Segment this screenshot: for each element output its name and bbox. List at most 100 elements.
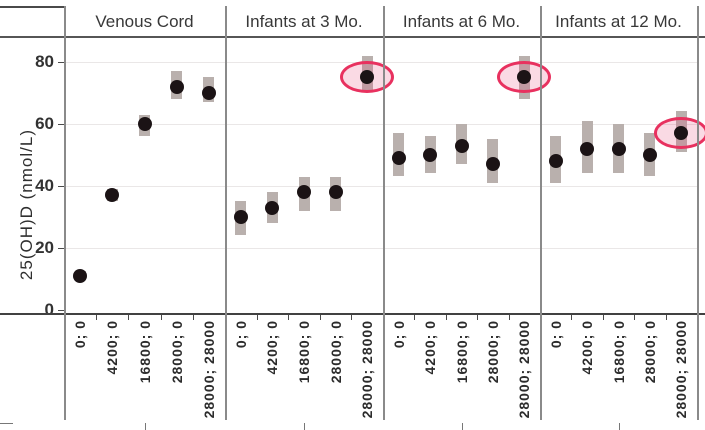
x-category-label: 16800; 0 [135,320,155,430]
x-tick [192,314,194,320]
x-category-label-text: 0; 0 [547,320,564,349]
data-point [611,141,626,156]
y-axis-title-wrap: 25(OH)D (nmol/L) [14,37,40,373]
x-tick [351,314,353,320]
panel-header: Venous Cord [95,12,194,31]
data-point [201,85,216,100]
x-tick [319,314,321,320]
bottom-tick [461,423,463,430]
data-point [674,126,689,141]
x-category-label: 16800; 0 [452,320,472,430]
x-tick [634,314,636,320]
x-category-label-text: 28000; 0 [484,320,501,384]
x-category-label-text: 4200; 0 [579,320,596,375]
x-category-label-text: 28000; 28000 [516,320,533,419]
x-category-label: 28000; 28000 [671,320,691,430]
x-category-label-text: 28000; 0 [327,320,344,384]
y-tick [58,309,64,312]
x-category-label: 28000; 28000 [199,320,219,430]
x-category-label: 16800; 0 [294,320,314,430]
x-category-label-text: 16800; 0 [453,320,470,384]
x-tick [256,314,258,320]
data-point [73,268,88,283]
x-category-label: 0; 0 [546,320,566,430]
data-point [265,200,280,215]
y-tick-label: 60 [35,113,54,133]
x-category-label: 0; 0 [231,320,251,430]
x-category-label-text: 4200; 0 [264,320,281,375]
data-point [169,79,184,94]
x-category-label-text: 4200; 0 [104,320,121,375]
data-point [454,138,469,153]
data-point [105,188,120,203]
panel-separator [225,6,227,420]
y-tick-label: 20 [35,237,54,257]
x-tick [160,314,162,320]
data-point [548,154,563,168]
x-category-label-text: 4200; 0 [422,320,439,375]
x-category-label: 28000; 0 [640,320,660,430]
x-tick [602,314,604,320]
x-tick [445,314,447,320]
x-tick [477,314,479,320]
x-tick [128,314,130,320]
data-point [517,70,532,85]
data-point [423,147,438,162]
x-tick [508,314,510,320]
panel-separator [697,6,699,420]
x-category-label-text: 28000; 28000 [673,320,690,419]
x-tick [288,314,290,320]
data-point [297,185,311,200]
data-point [233,209,248,224]
bottom-left-rule [0,423,13,424]
panel-header: Infants at 3 Mo. [245,12,363,31]
y-tick-label: 0 [44,299,54,319]
panel-separator [540,6,542,420]
x-category-label-text: 28000; 28000 [359,320,376,419]
gridline [64,185,697,187]
x-category-label: 0; 0 [389,320,409,430]
y-tick [58,185,64,188]
panel-separator [64,6,66,420]
x-category-label: 4200; 0 [262,320,282,430]
bottom-tick [618,423,620,430]
x-category-label-text: 16800; 0 [296,320,312,384]
data-point [360,70,375,85]
x-axis-line [0,313,705,315]
x-tick [665,314,667,320]
x-category-label: 16800; 0 [609,320,629,430]
x-category-label-text: 28000; 0 [168,320,185,384]
x-category-label: 4200; 0 [102,320,122,430]
x-category-label: 4200; 0 [420,320,440,430]
x-category-label: 28000; 0 [326,320,346,430]
data-point [137,116,152,131]
x-category-label: 28000; 0 [167,320,187,430]
x-category-label-text: 0; 0 [72,320,89,349]
x-category-label: 4200; 0 [577,320,597,430]
x-category-label-text: 0; 0 [232,320,249,349]
x-category-label: 28000; 28000 [514,320,534,430]
y-tick [58,61,64,64]
x-category-label-text: 28000; 28000 [200,320,217,419]
data-point [328,185,343,200]
panel-header: Infants at 12 Mo. [555,12,682,31]
plot-top-border [0,36,705,38]
data-point [485,157,500,172]
x-category-label: 0; 0 [70,320,90,430]
x-tick [96,314,98,320]
x-category-label-text: 28000; 0 [641,320,658,384]
header-top-rule [0,6,64,8]
data-point [580,141,595,156]
y-tick [58,123,64,126]
gridline [64,247,697,249]
bottom-tick [304,423,305,430]
y-tick-label: 40 [35,175,54,195]
gridline [64,123,697,125]
x-tick [571,314,573,320]
x-tick [414,314,416,320]
data-point [642,147,657,162]
y-tick-label: 80 [35,51,54,71]
data-point [391,150,406,165]
x-category-label-text: 16800; 0 [610,320,627,384]
